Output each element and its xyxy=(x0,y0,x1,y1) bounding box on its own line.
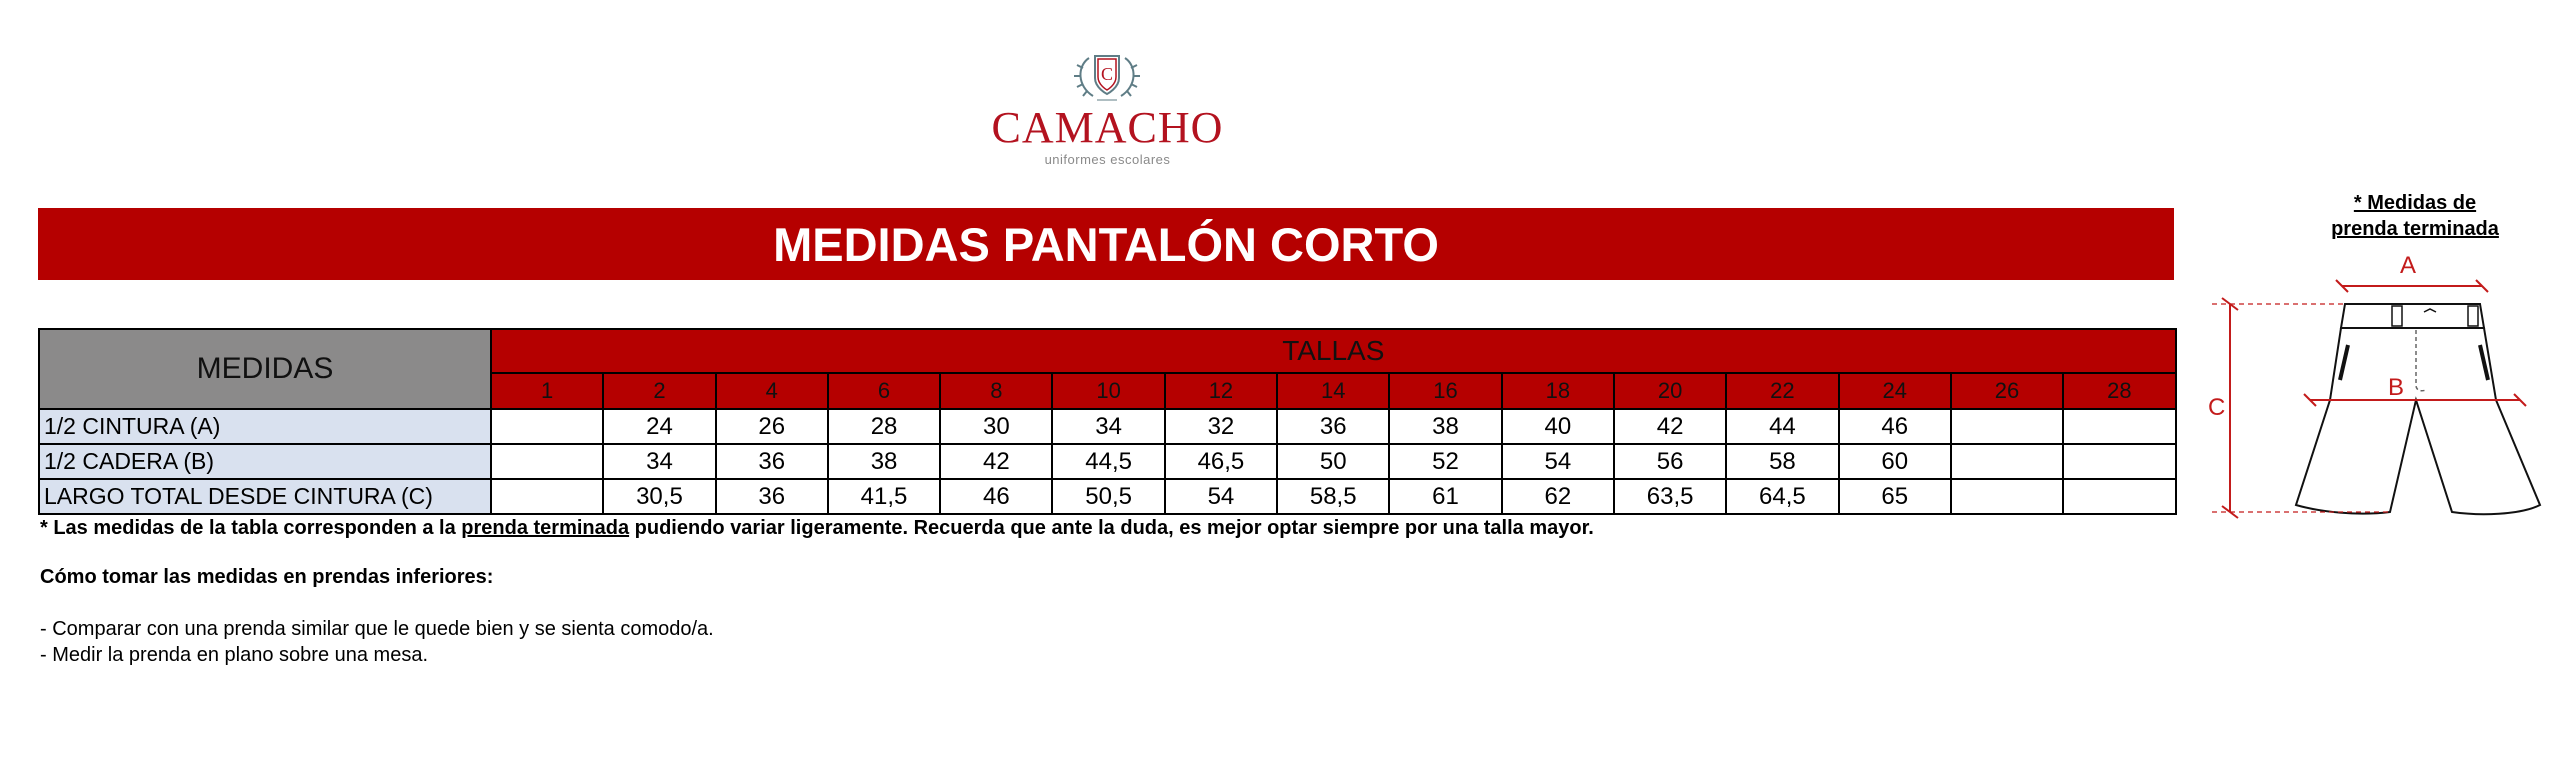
brand-name: CAMACHO xyxy=(991,103,1224,152)
measures-header: MEDIDAS xyxy=(38,328,492,410)
table-cell: 30,5 xyxy=(602,478,717,515)
crest-icon: C xyxy=(1074,55,1140,101)
table-cell xyxy=(2062,408,2177,445)
size-header-cell: 18 xyxy=(1500,372,1615,410)
size-header-cell: 8 xyxy=(939,372,1054,410)
table-cell xyxy=(1949,408,2065,445)
tip-item: - Comparar con una prenda similar que le… xyxy=(40,618,714,640)
table-cell: 52 xyxy=(1388,443,1503,480)
size-header-cell: 6 xyxy=(826,372,942,410)
diagram-title-line: * Medidas de xyxy=(2353,192,2477,214)
table-cell: 34 xyxy=(602,443,717,480)
table-cell: 38 xyxy=(826,443,942,480)
diagram-label-c: C xyxy=(2208,394,2226,421)
diagram-title-line: prenda terminada xyxy=(2331,218,2499,240)
table-cell: 41,5 xyxy=(826,478,942,515)
size-header-cell: 24 xyxy=(1837,372,1952,410)
row-label: LARGO TOTAL DESDE CINTURA (C) xyxy=(38,478,492,515)
size-table: MEDIDAS TALLAS 1 2 4 6 8 10 12 14 16 18 20 22 24 26 28… xyxy=(38,327,2177,515)
table-cell xyxy=(2062,443,2177,480)
table-cell: 44 xyxy=(1725,408,1840,445)
table-cell: 50,5 xyxy=(1051,478,1166,515)
table-cell: 46,5 xyxy=(1163,443,1279,480)
table-cell: 56 xyxy=(1612,443,1728,480)
table-cell: 26 xyxy=(714,408,829,445)
table-header-row: MEDIDAS TALLAS xyxy=(38,327,2177,410)
size-number-row: 1 2 4 6 8 10 12 14 16 18 20 22 24 26 28 xyxy=(39,372,2177,410)
size-header-cell: 1 xyxy=(489,372,605,410)
brand-tagline: uniformes escolares xyxy=(1044,152,1171,167)
table-cell: 36 xyxy=(714,443,829,480)
table-cell: 40 xyxy=(1500,408,1615,445)
table-cell: 24 xyxy=(602,408,717,445)
table-cell: 63,5 xyxy=(1612,478,1728,515)
row-label: 1/2 CINTURA (A) xyxy=(38,408,492,445)
table-cell: 36 xyxy=(714,478,829,515)
table-cell: 38 xyxy=(1388,408,1503,445)
table-cell: 58,5 xyxy=(1276,478,1391,515)
size-header-cell: 26 xyxy=(1949,372,2065,410)
table-cell: 36 xyxy=(1276,408,1391,445)
diagram-label-b: B xyxy=(2388,374,2405,401)
table-row: LARGO TOTAL DESDE CINTURA (C) 30,5 36 41,5 4… xyxy=(38,478,2177,515)
table-cell: 30 xyxy=(939,408,1054,445)
size-header-cell: 22 xyxy=(1725,372,1840,410)
size-header-cell: 10 xyxy=(1051,372,1166,410)
table-cell: 61 xyxy=(1388,478,1503,515)
camacho-logo: C CAMACHO uniformes escolares xyxy=(985,48,1230,170)
table-cell: 54 xyxy=(1500,443,1615,480)
table-cell xyxy=(1949,443,2065,480)
shorts-diagram-icon xyxy=(2212,279,2542,519)
page-title: MEDIDAS PANTALÓN CORTO xyxy=(773,217,1439,271)
table-cell: 44,5 xyxy=(1051,443,1166,480)
disclaimer-pre: * Las medidas de la tabla corresponden a… xyxy=(40,517,462,539)
diagram-label-a: A xyxy=(2400,252,2417,279)
table-cell: 28 xyxy=(826,408,942,445)
how-to-title: Cómo tomar las medidas en prendas inferi… xyxy=(40,566,494,588)
diagram-title: * Medidas de prenda terminada xyxy=(2310,190,2520,242)
table-cell: 42 xyxy=(939,443,1054,480)
row-label: 1/2 CADERA (B) xyxy=(38,443,492,480)
table-cell xyxy=(489,478,605,515)
table-cell: 46 xyxy=(939,478,1054,515)
table-cell xyxy=(2062,478,2177,515)
table-cell: 60 xyxy=(1837,443,1952,480)
disclaimer-underlined: prenda terminada xyxy=(461,517,630,539)
size-header-cell: 4 xyxy=(714,372,829,410)
disclaimer-post: pudiendo variar ligeramente. Recuerda qu… xyxy=(629,517,1594,539)
table-cell: 34 xyxy=(1051,408,1166,445)
size-header-cell: 16 xyxy=(1388,372,1503,410)
table-cell: 65 xyxy=(1837,478,1952,515)
table-cell xyxy=(489,443,605,480)
table-cell: 46 xyxy=(1837,408,1952,445)
table-cell: 62 xyxy=(1500,478,1615,515)
table-cell xyxy=(489,408,605,445)
size-header-cell: 2 xyxy=(602,372,717,410)
size-header-cell: 20 xyxy=(1612,372,1728,410)
table-cell: 54 xyxy=(1163,478,1279,515)
table-cell: 42 xyxy=(1612,408,1728,445)
disclaimer-note: * Las medidas de la tabla corresponden a… xyxy=(40,517,1594,540)
size-header-cell: 12 xyxy=(1163,372,1279,410)
tip-item: - Medir la prenda en plano sobre una mes… xyxy=(40,644,429,666)
table-row: 1/2 CADERA (B) 34 36 38 42 44,5 46,5 50 52 54 56 58… xyxy=(38,443,2177,480)
table-cell: 50 xyxy=(1276,443,1391,480)
table-cell: 58 xyxy=(1725,443,1840,480)
size-header-cell: 28 xyxy=(2062,372,2177,410)
size-header-cell: 14 xyxy=(1276,372,1391,410)
page-title-banner: MEDIDAS PANTALÓN CORTO xyxy=(38,208,2174,280)
sizes-header: TALLAS xyxy=(490,327,2177,375)
table-cell xyxy=(1949,478,2065,515)
crest-letter: C xyxy=(1101,64,1113,84)
table-row: 1/2 CINTURA (A) 24 26 28 30 34 32 36 38 40 42 44 46 xyxy=(38,408,2177,445)
table-cell: 64,5 xyxy=(1725,478,1840,515)
table-cell: 32 xyxy=(1163,408,1279,445)
